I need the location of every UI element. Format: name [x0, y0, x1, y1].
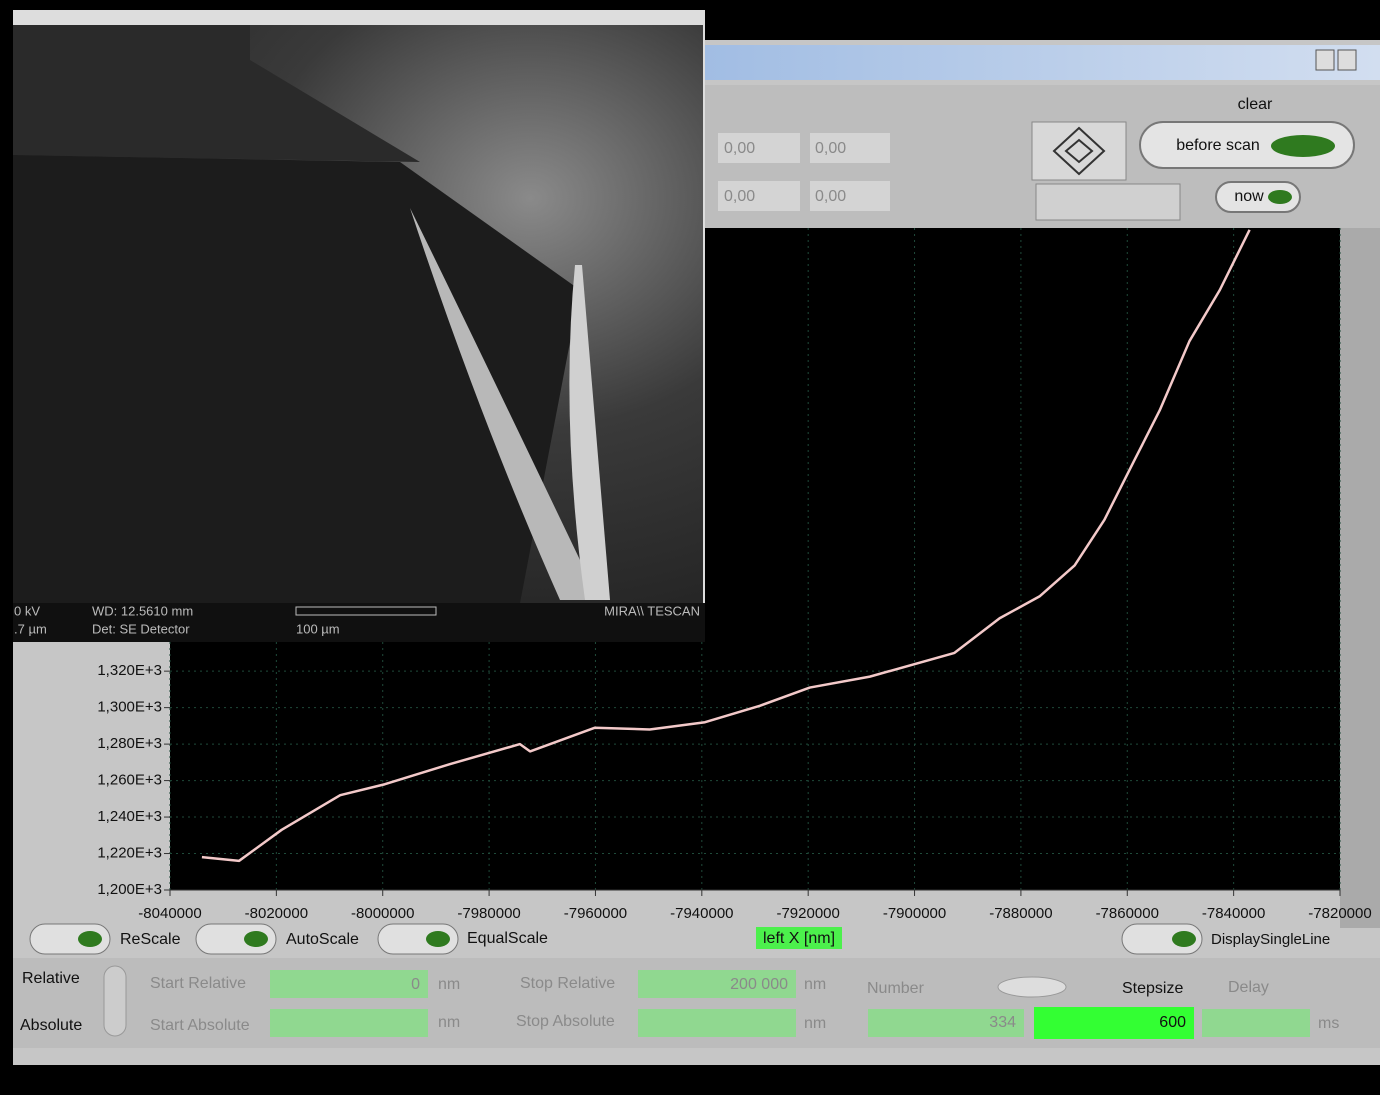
- input-field[interactable]: [1034, 1007, 1194, 1039]
- mode-label: Absolute: [20, 1017, 82, 1034]
- led: [1268, 190, 1292, 204]
- sem-info: 0 kV: [14, 603, 40, 618]
- chart: -8040000 -8020000 -8000000 -7980000 -7960000…: [97, 228, 1372, 922]
- x-tick-label: -8000000: [351, 905, 414, 922]
- unit: nm: [804, 976, 826, 993]
- button-label: ReScale: [120, 931, 181, 948]
- unit: ms: [1318, 1015, 1339, 1032]
- field-value: 0,00: [724, 140, 755, 157]
- button-label: EqualScale: [467, 930, 548, 947]
- clear-label: clear: [1238, 96, 1273, 113]
- sem-info: MIRA\\ TESCAN: [604, 603, 700, 618]
- button-label: AutoScale: [286, 931, 359, 948]
- sem-info: 100 µm: [296, 621, 340, 636]
- navigate-icon: [1052, 126, 1106, 176]
- x-tick-label: -7940000: [670, 905, 733, 922]
- field-value: 0,00: [815, 140, 846, 157]
- sem-info: .7 µm: [14, 621, 47, 636]
- input-field[interactable]: [270, 1009, 428, 1037]
- x-tick-label: -7820000: [1308, 905, 1371, 922]
- field-label: Stepsize: [1122, 980, 1183, 997]
- y-tick-label: 1,300E+3: [97, 699, 162, 716]
- unit: nm: [438, 1014, 460, 1031]
- led: [1271, 135, 1335, 157]
- field-value: 200 000: [730, 976, 788, 993]
- led: [244, 931, 268, 947]
- led: [426, 931, 450, 947]
- field-value: 600: [1159, 1014, 1186, 1031]
- navigate-control[interactable]: [1031, 121, 1127, 181]
- button-label: before scan: [1176, 137, 1260, 154]
- tool-palette[interactable]: [1035, 183, 1181, 221]
- mode-label: Relative: [22, 970, 80, 987]
- field-label: Stop Absolute: [516, 1013, 615, 1030]
- field-label: Number: [867, 980, 925, 997]
- sem-info-bar: [13, 603, 705, 642]
- unit: nm: [804, 1015, 826, 1032]
- input-field[interactable]: [638, 1009, 796, 1037]
- field-label: Start Absolute: [150, 1017, 250, 1034]
- field[interactable]: [810, 181, 890, 211]
- field[interactable]: [810, 133, 890, 163]
- sem-region: [13, 25, 420, 162]
- scale-bar: [295, 606, 437, 616]
- field-label: Stop Relative: [520, 975, 615, 992]
- x-tick-label: -7900000: [883, 905, 946, 922]
- sem-window: 0 kV WD: 12.5610 mm .7 µm Det: SE Detect…: [13, 10, 705, 642]
- y-tick-label: 1,280E+3: [97, 735, 162, 752]
- x-tick-label: -7960000: [564, 905, 627, 922]
- field[interactable]: [718, 181, 800, 211]
- x-tick-label: -8020000: [245, 905, 308, 922]
- field-value: 0: [411, 976, 420, 993]
- field-label: Delay: [1228, 979, 1269, 996]
- field-label: Start Relative: [150, 975, 246, 992]
- x-axis-label: left X [nm]: [763, 930, 835, 947]
- button-row: ReScale AutoScale EqualScale DisplaySing…: [29, 923, 1330, 955]
- field-value: 0,00: [815, 188, 846, 205]
- field[interactable]: [718, 133, 800, 163]
- x-tick-label: -7880000: [989, 905, 1052, 922]
- now-button[interactable]: [1215, 181, 1301, 213]
- axis-label-bg: [756, 927, 842, 949]
- button-label: now: [1234, 188, 1264, 205]
- mode-switch[interactable]: [103, 965, 127, 1037]
- y-tick-label: 1,220E+3: [97, 844, 162, 861]
- y-tick-label: 1,320E+3: [97, 662, 162, 679]
- data-line: [201, 229, 1251, 863]
- x-tick-label: -7840000: [1202, 905, 1265, 922]
- x-tick-label: -7980000: [457, 905, 520, 922]
- input-field[interactable]: [868, 1009, 1024, 1037]
- sem-info: WD: 12.5610 mm: [92, 603, 193, 618]
- led: [78, 931, 102, 947]
- field-value: 0,00: [724, 188, 755, 205]
- x-tick-label: -8040000: [138, 905, 201, 922]
- field-value: 334: [989, 1014, 1016, 1031]
- y-tick-label: 1,240E+3: [97, 808, 162, 825]
- toggle[interactable]: [997, 976, 1067, 998]
- led: [1172, 931, 1196, 947]
- bottom-strip: [0, 1065, 1380, 1095]
- input-field[interactable]: [1202, 1009, 1310, 1037]
- x-tick-label: -7920000: [776, 905, 839, 922]
- maximize-button[interactable]: [1337, 49, 1357, 71]
- input-field[interactable]: [638, 970, 796, 998]
- sem-fiber: [569, 265, 610, 600]
- input-field[interactable]: [270, 970, 428, 998]
- minimize-button[interactable]: [1315, 49, 1335, 71]
- sem-info: Det: SE Detector: [92, 621, 190, 636]
- unit: nm: [438, 976, 460, 993]
- x-tick-label: -7860000: [1096, 905, 1159, 922]
- scrollbar: [1340, 228, 1380, 928]
- y-tick-label: 1,260E+3: [97, 772, 162, 789]
- y-tick-label: 1,200E+3: [97, 881, 162, 898]
- button-label: DisplaySingleLine: [1211, 931, 1330, 948]
